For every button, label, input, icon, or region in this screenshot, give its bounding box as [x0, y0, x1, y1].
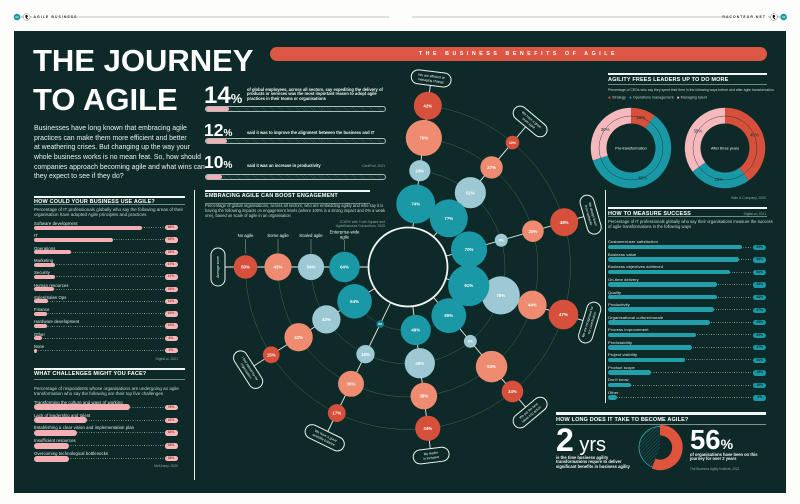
svg-text:44%: 44%: [528, 303, 537, 308]
svg-text:our contribution: our contribution: [587, 312, 598, 335]
svg-text:Average score: Average score: [216, 256, 220, 278]
svg-text:30%: 30%: [601, 127, 610, 132]
svg-text:25%: 25%: [714, 177, 723, 182]
svg-text:36%: 36%: [347, 381, 356, 386]
svg-text:15%: 15%: [267, 352, 276, 357]
svg-text:managing change: managing change: [418, 77, 445, 84]
svg-text:Enterprise-wide: Enterprise-wide: [330, 230, 360, 235]
svg-text:38%: 38%: [419, 394, 428, 399]
svg-text:10%: 10%: [509, 141, 517, 145]
svg-text:We are efficient at: We are efficient at: [418, 73, 445, 80]
svg-text:47%: 47%: [559, 312, 568, 317]
svg-text:Some agile: Some agile: [267, 233, 289, 238]
svg-text:34%: 34%: [423, 426, 432, 431]
svg-text:My leader: My leader: [423, 450, 439, 456]
svg-text:No agile: No agile: [238, 233, 254, 238]
svg-text:43%: 43%: [274, 265, 283, 270]
svg-text:49%: 49%: [411, 328, 420, 333]
svg-text:25%: 25%: [529, 229, 538, 234]
svg-text:agile: agile: [340, 235, 350, 240]
svg-text:70%: 70%: [419, 136, 428, 141]
svg-text:49%: 49%: [415, 361, 424, 366]
svg-text:Scaled agile: Scaled agile: [299, 233, 323, 238]
svg-text:70%: 70%: [465, 247, 474, 252]
svg-text:from setbacks: from setbacks: [584, 205, 594, 226]
svg-text:50%: 50%: [241, 265, 250, 270]
svg-text:02: 02: [15, 15, 19, 19]
svg-text:53%: 53%: [487, 364, 496, 369]
svg-text:18%: 18%: [361, 352, 370, 357]
svg-text:03: 03: [782, 15, 786, 19]
svg-text:64%: 64%: [350, 299, 359, 304]
svg-text:10%: 10%: [636, 115, 645, 120]
svg-text:43%: 43%: [322, 317, 331, 322]
svg-text:We always learn: We always learn: [588, 202, 599, 226]
svg-text:78%: 78%: [496, 293, 505, 298]
svg-text:9%: 9%: [499, 239, 505, 243]
svg-text:91%: 91%: [464, 283, 473, 288]
svg-text:27%: 27%: [487, 165, 496, 170]
svg-text:42%: 42%: [423, 103, 432, 108]
svg-text:64%: 64%: [340, 265, 349, 270]
svg-text:65%: 65%: [444, 313, 453, 318]
svg-text:77%: 77%: [444, 216, 453, 221]
svg-text:17%: 17%: [332, 411, 341, 416]
svg-text:34%: 34%: [508, 389, 517, 394]
svg-text:40%: 40%: [750, 133, 759, 138]
svg-text:is inclusive: is inclusive: [423, 455, 439, 461]
svg-text:43%: 43%: [294, 335, 303, 340]
svg-text:74%: 74%: [411, 202, 420, 207]
svg-text:24%: 24%: [415, 168, 424, 173]
svg-text:48%: 48%: [560, 220, 569, 225]
svg-text:9%: 9%: [468, 340, 474, 344]
svg-text:3%: 3%: [378, 322, 383, 326]
svg-text:54%: 54%: [307, 265, 316, 270]
svg-text:After three years: After three years: [711, 146, 739, 150]
svg-text:60%: 60%: [639, 175, 648, 180]
svg-text:Pre-transformation: Pre-transformation: [615, 146, 646, 150]
svg-text:52%: 52%: [466, 190, 475, 195]
svg-text:35%: 35%: [693, 129, 702, 134]
